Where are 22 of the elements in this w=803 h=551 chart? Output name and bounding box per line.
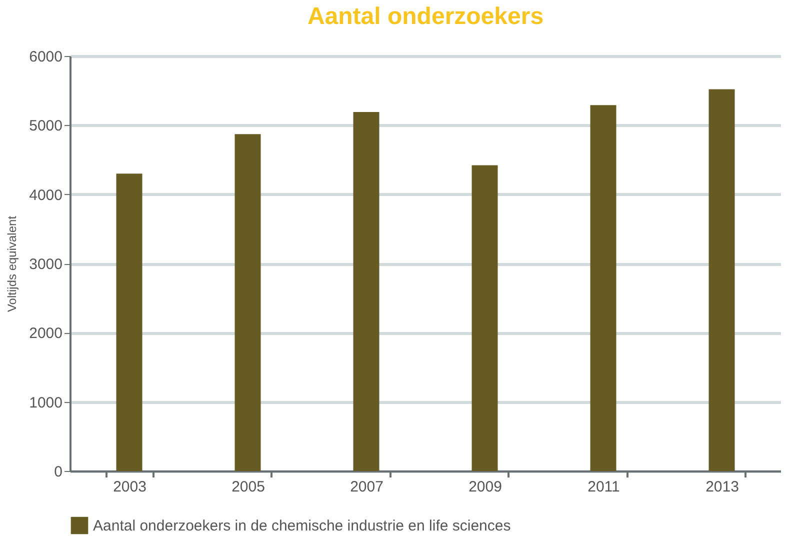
y-tick-label: 2000 — [29, 325, 62, 342]
bar — [234, 134, 261, 471]
y-axis-title: Voltijds equivalent — [5, 215, 20, 312]
y-tick-label: 4000 — [29, 186, 62, 204]
x-tick-label: 2007 — [350, 478, 384, 496]
y-tick-label: 6000 — [29, 48, 62, 66]
y-tick-label: 5000 — [29, 118, 62, 135]
y-tick-label: 3000 — [29, 256, 62, 273]
x-tick-label: 2013 — [706, 478, 739, 496]
x-tick-label: 2009 — [468, 478, 502, 496]
x-tick-label: 2011 — [588, 478, 620, 496]
x-tick-label: 2003 — [113, 478, 146, 496]
bar — [116, 174, 142, 471]
bar — [590, 105, 616, 471]
y-tick-label: 0 — [54, 464, 62, 480]
y-tick-label: 1000 — [29, 394, 62, 412]
x-tick-label: 2005 — [232, 478, 265, 496]
bar — [708, 89, 735, 471]
bar — [353, 112, 380, 471]
legend-label: Aantal onderzoekers in de chemische industrie en life sciences — [93, 518, 511, 534]
chart-title: Aantal onderzoekers — [307, 3, 544, 30]
bar — [472, 165, 498, 471]
